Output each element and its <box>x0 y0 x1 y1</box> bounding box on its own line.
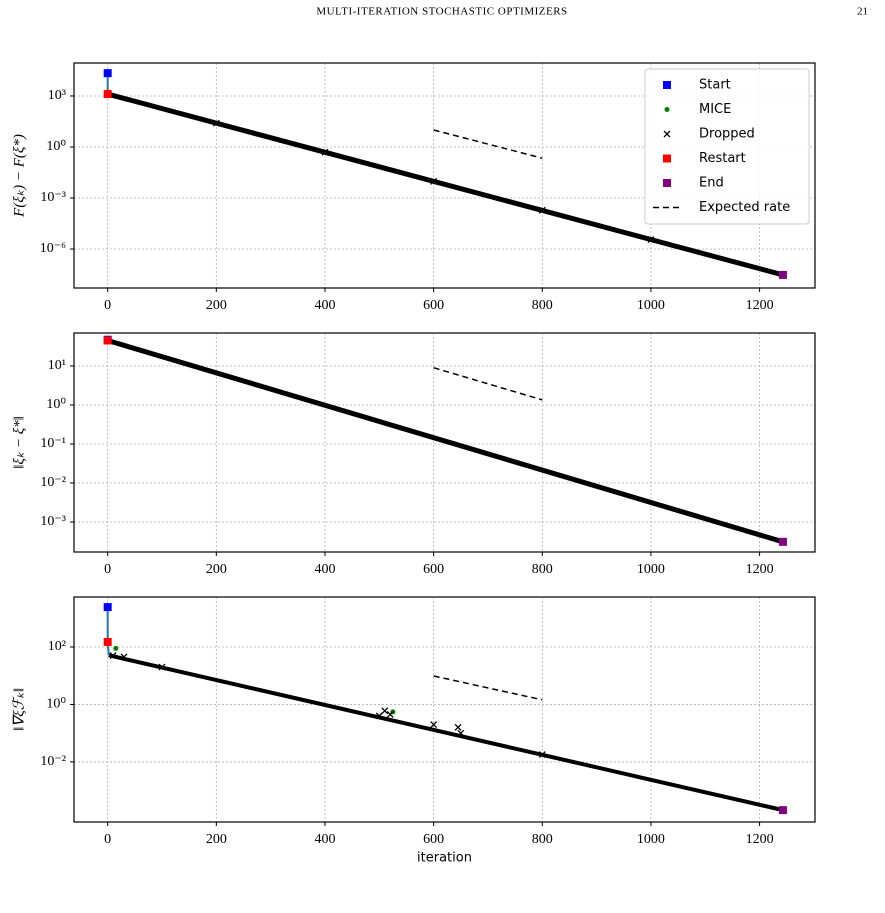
marker-square <box>778 270 787 279</box>
page-number: 21 <box>857 6 868 18</box>
legend-marker <box>663 130 671 138</box>
series-line <box>433 129 543 159</box>
marker-x <box>158 663 166 671</box>
marker-x <box>454 723 462 731</box>
x-tick-label: 200 <box>206 832 227 847</box>
legend-marker <box>663 154 671 163</box>
y-axis-label: F(ξₖ) − F(ξ*) <box>11 134 27 218</box>
y-tick-label: 10⁻³ <box>40 190 66 205</box>
marker-x <box>538 751 546 759</box>
series-line <box>107 91 784 278</box>
x-tick-label: 1200 <box>746 298 774 313</box>
marker-x <box>386 710 394 718</box>
y-tick-label: 10⁻¹ <box>40 436 66 451</box>
y-axis-label: ‖ξₖ − ξ*‖ <box>11 416 27 469</box>
legend-marker <box>663 179 671 187</box>
x-tick-label: 1000 <box>637 298 665 313</box>
plot-frame <box>73 62 816 289</box>
x-tick-label: 400 <box>314 298 335 313</box>
marker-square <box>778 537 787 546</box>
x-tick-label: 1000 <box>637 832 665 847</box>
y-tick-label: 10⁻² <box>40 475 66 490</box>
plot-frame <box>73 332 816 553</box>
marker-x <box>375 712 383 720</box>
series-line <box>433 367 543 401</box>
y-tick-label: 10¹ <box>48 358 66 373</box>
x-tick-label: 800 <box>532 298 553 313</box>
x-tick-label: 200 <box>206 562 227 577</box>
legend-marker <box>664 107 670 112</box>
x-tick-label: 400 <box>314 832 335 847</box>
x-tick-label: 600 <box>423 832 444 847</box>
x-axis-label: iteration <box>417 851 472 866</box>
legend-label: End <box>699 176 724 191</box>
y-tick-label: 10⁻⁶ <box>40 241 66 256</box>
x-tick-label: 1200 <box>746 562 774 577</box>
marker-x <box>647 236 655 244</box>
x-tick-label: 200 <box>206 298 227 313</box>
series-line <box>433 675 543 701</box>
marker-x <box>381 707 389 715</box>
marker-square <box>103 637 112 646</box>
x-tick-label: 800 <box>532 832 553 847</box>
legend-label: Dropped <box>699 127 755 142</box>
x-tick-label: 0 <box>104 562 111 577</box>
legend-label: MICE <box>699 102 731 117</box>
marker-x <box>430 177 438 185</box>
x-tick-label: 1000 <box>637 562 665 577</box>
x-tick-label: 600 <box>423 562 444 577</box>
marker-dot <box>113 645 119 651</box>
marker-square <box>103 336 112 345</box>
legend-label: Start <box>699 78 731 93</box>
legend-label: Restart <box>699 151 746 166</box>
marker-x <box>538 206 546 214</box>
plot-frame <box>73 596 816 823</box>
y-tick-label: 10⁻² <box>40 754 66 769</box>
y-tick-label: 10⁰ <box>46 139 66 154</box>
marker-x <box>457 729 465 737</box>
y-tick-label: 10² <box>48 639 66 654</box>
marker-square <box>778 806 787 815</box>
marker-x <box>120 653 128 661</box>
x-tick-label: 400 <box>314 562 335 577</box>
marker-square <box>103 603 112 612</box>
series-line <box>106 338 784 545</box>
y-tick-label: 10³ <box>48 88 66 103</box>
legend-box <box>644 68 810 225</box>
y-tick-label: 10⁻³ <box>40 514 66 529</box>
marker-x <box>321 148 329 156</box>
x-tick-label: 0 <box>104 298 111 313</box>
marker-x <box>109 652 117 660</box>
marker-square <box>103 90 112 99</box>
marker-square <box>103 69 112 78</box>
y-tick-label: 10⁰ <box>46 397 66 412</box>
x-tick-label: 600 <box>423 298 444 313</box>
series-line <box>106 607 110 656</box>
legend-label: Expected rate <box>699 200 790 215</box>
y-tick-label: 10⁰ <box>46 697 66 712</box>
x-tick-label: 0 <box>104 832 111 847</box>
x-tick-label: 800 <box>532 562 553 577</box>
legend-marker <box>663 81 671 89</box>
marker-x <box>430 721 438 728</box>
marker-x <box>212 119 220 127</box>
running-title: MULTI-ITERATION STOCHASTIC OPTIMIZERS <box>316 6 567 18</box>
y-axis-label: ‖∇ξℱₖ‖ <box>11 688 27 731</box>
x-tick-label: 1200 <box>746 832 774 847</box>
